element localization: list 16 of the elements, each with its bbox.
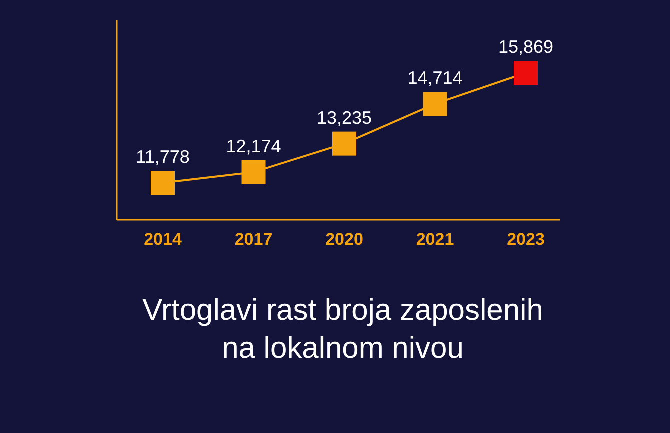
x-tick-label: 2017: [234, 230, 273, 249]
data-label: 11,778: [136, 147, 190, 167]
data-label: 12,174: [226, 136, 282, 156]
data-label: 15,869: [498, 37, 554, 57]
point: [332, 132, 356, 156]
text: Vrtoglavi rast broja zaposlenih na lokalnom nivou: [142, 294, 544, 365]
data-label: 13,235: [316, 108, 372, 128]
x-tick-label: 2014: [144, 230, 182, 249]
x-tick-label: 2020: [326, 230, 364, 249]
point: [423, 92, 448, 116]
x-tick-label: 2021: [416, 230, 454, 249]
x-tick-label: 2023: [507, 230, 545, 249]
point: [514, 61, 538, 85]
data-label: 14,714: [408, 68, 463, 88]
point: [242, 160, 266, 184]
point: [151, 171, 175, 195]
